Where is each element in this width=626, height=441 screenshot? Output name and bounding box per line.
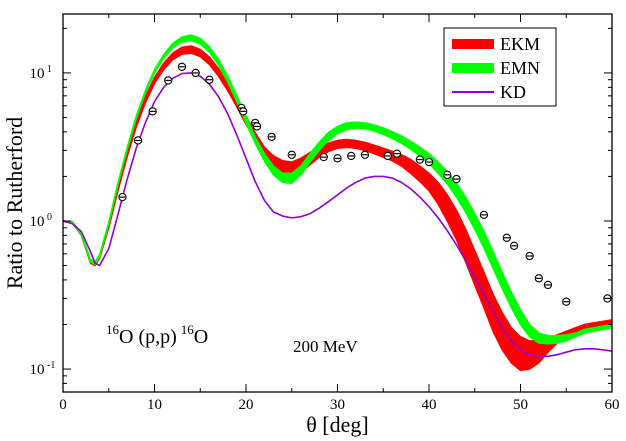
x-tick-label: 0 xyxy=(59,397,67,413)
x-tick-label: 30 xyxy=(330,397,345,413)
legend-label-ekm: EKM xyxy=(500,34,540,54)
y-tick-exponent: 1 xyxy=(47,64,52,75)
legend-label-kd: KD xyxy=(500,82,526,102)
legend-label-emn: EMN xyxy=(500,58,540,78)
x-tick-label: 50 xyxy=(513,397,528,413)
x-tick-label: 20 xyxy=(239,397,254,413)
y-tick-exponent: 0 xyxy=(47,212,52,223)
y-tick-label: 10 xyxy=(30,214,45,230)
y-tick-exponent: -1 xyxy=(47,360,55,371)
x-axis-title: θ [deg] xyxy=(306,412,368,437)
legend: EKM EMN KD xyxy=(443,27,557,107)
y-axis-title: Ratio to Rutherford xyxy=(2,117,27,289)
reaction-annotation: 16O (p,p) 16O xyxy=(106,322,208,348)
x-tick-label: 10 xyxy=(147,397,162,413)
y-tick-label: 10 xyxy=(30,362,45,378)
y-tick-label: 10 xyxy=(30,66,45,82)
line-kd xyxy=(63,72,612,358)
x-tick-label: 40 xyxy=(422,397,437,413)
energy-annotation: 200 MeV xyxy=(293,337,358,356)
x-tick-label: 60 xyxy=(605,397,620,413)
series-layer xyxy=(63,34,612,372)
